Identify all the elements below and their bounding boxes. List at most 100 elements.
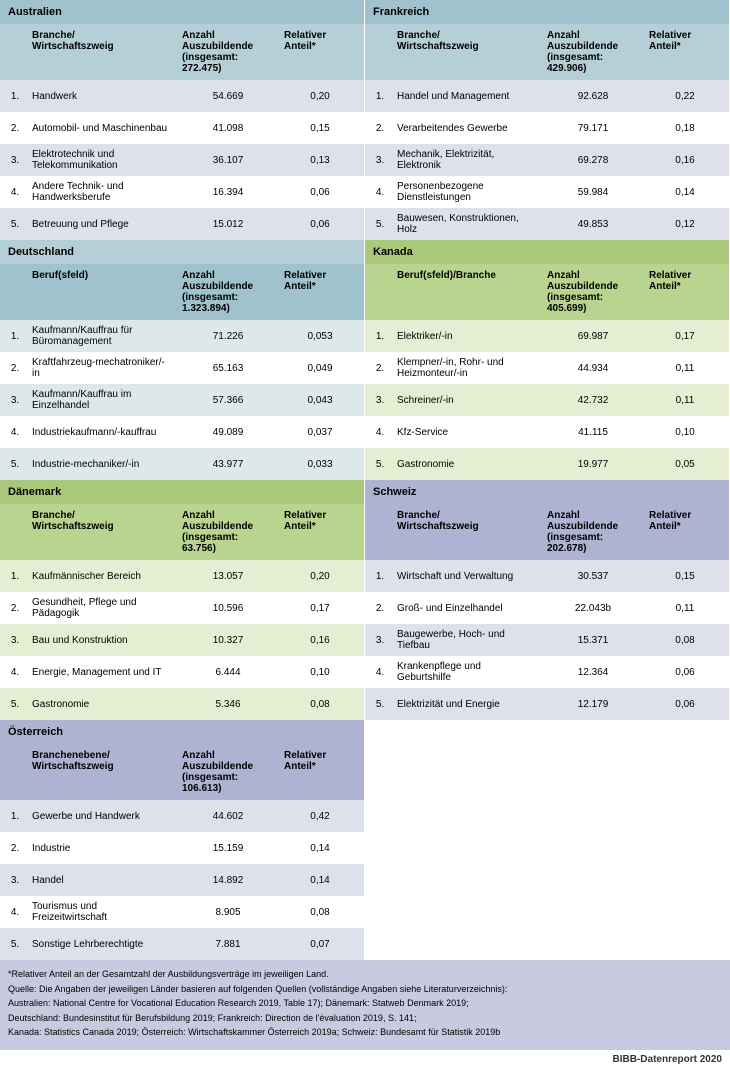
row-share: 0,06: [645, 665, 725, 680]
row-index: 5.: [369, 457, 391, 472]
col3-header: Relativer Anteil*: [280, 508, 360, 534]
row-share: 0,07: [280, 937, 360, 952]
row-label: Energie, Management und IT: [28, 665, 176, 680]
row-value: 12.364: [543, 665, 643, 680]
country-block: SchweizBranche/ WirtschaftszweigAnzahl A…: [365, 480, 730, 720]
col2-header: Anzahl Auszubildende (insgesamt: 202.678…: [543, 508, 643, 556]
row-share: 0,043: [280, 393, 360, 408]
country-name: Kanada: [365, 240, 729, 264]
row-value: 69.987: [543, 329, 643, 344]
col2-header: Anzahl Auszubildende (insgesamt: 1.323.8…: [178, 268, 278, 316]
table-row: 1.Handel und Management92.6280,22: [365, 80, 729, 112]
table-row: 1.Handwerk54.6690,20: [0, 80, 364, 112]
row-value: 13.057: [178, 569, 278, 584]
row-value: 10.596: [178, 601, 278, 616]
row-label: Klempner/-in, Rohr- und Heizmonteur/-in: [393, 355, 541, 381]
table-row: 5.Industrie-mechaniker/-in43.9770,033: [0, 448, 364, 480]
row-label: Mechanik, Elektrizität, Elektronik: [393, 147, 541, 173]
table-row: 4.Personenbezogene Dienstleistungen59.98…: [365, 176, 729, 208]
table-row: 4.Industriekaufmann/-kauffrau49.0890,037: [0, 416, 364, 448]
row-value: 10.327: [178, 633, 278, 648]
row-value: 71.226: [178, 329, 278, 344]
table-container: AustralienBranche/ WirtschaftszweigAnzah…: [0, 0, 730, 1069]
row-share: 0,20: [280, 569, 360, 584]
row-value: 57.366: [178, 393, 278, 408]
row-index: 4.: [369, 665, 391, 680]
row-value: 15.159: [178, 841, 278, 856]
row-index: 4.: [4, 905, 26, 920]
footnotes: *Relativer Anteil an der Gesamtzahl der …: [0, 960, 730, 1049]
row-share: 0,14: [280, 841, 360, 856]
row-index: 1.: [4, 809, 26, 824]
row-label: Gastronomie: [28, 697, 176, 712]
row-index: 3.: [4, 393, 26, 408]
column-headers: Branche/ WirtschaftszweigAnzahl Auszubil…: [365, 504, 729, 560]
row-label: Handel: [28, 873, 176, 888]
row-label: Schreiner/-in: [393, 393, 541, 408]
row-index: 2.: [369, 361, 391, 376]
row-value: 43.977: [178, 457, 278, 472]
row-share: 0,033: [280, 457, 360, 472]
row-index: 2.: [4, 121, 26, 136]
row-share: 0,17: [645, 329, 725, 344]
row-label: Gastronomie: [393, 457, 541, 472]
table-row: 4.Tourismus und Freizeitwirtschaft8.9050…: [0, 896, 364, 928]
row-label: Gewerbe und Handwerk: [28, 809, 176, 824]
table-row: 5.Betreuung und Pflege15.0120,06: [0, 208, 364, 240]
footer-text: BIBB-Datenreport 2020: [613, 1054, 722, 1065]
table-row: 3.Baugewerbe, Hoch- und Tiefbau15.3710,0…: [365, 624, 729, 656]
col1-header: Branchenebene/ Wirtschaftszweig: [28, 748, 176, 774]
row-index: 3.: [4, 873, 26, 888]
row-share: 0,15: [280, 121, 360, 136]
col1-header: Branche/ Wirtschaftszweig: [393, 28, 541, 54]
row-value: 44.602: [178, 809, 278, 824]
row-value: 54.669: [178, 89, 278, 104]
country-name: Dänemark: [0, 480, 364, 504]
row-label: Kfz-Service: [393, 425, 541, 440]
col3-header: Relativer Anteil*: [645, 28, 725, 54]
row-index: 5.: [4, 217, 26, 232]
row-label: Bau und Konstruktion: [28, 633, 176, 648]
row-share: 0,15: [645, 569, 725, 584]
country-block: DeutschlandBeruf(sfeld)Anzahl Auszubilde…: [0, 240, 365, 480]
table-row: 4.Andere Technik- und Handwerksberufe16.…: [0, 176, 364, 208]
row-label: Baugewerbe, Hoch- und Tiefbau: [393, 627, 541, 653]
table-row: 1.Gewerbe und Handwerk44.6020,42: [0, 800, 364, 832]
table-row: 2.Klempner/-in, Rohr- und Heizmonteur/-i…: [365, 352, 729, 384]
footnote-line: *Relativer Anteil an der Gesamtzahl der …: [8, 968, 722, 982]
table-row: 5.Sonstige Lehrberechtigte7.8810,07: [0, 928, 364, 960]
row-share: 0,05: [645, 457, 725, 472]
col3-header: Relativer Anteil*: [280, 748, 360, 774]
row-value: 30.537: [543, 569, 643, 584]
row-value: 22.043b: [543, 601, 643, 616]
table-row: 4.Kfz-Service41.1150,10: [365, 416, 729, 448]
table-row: 3.Elektrotechnik und Telekommunikation36…: [0, 144, 364, 176]
table-row: 3.Mechanik, Elektrizität, Elektronik69.2…: [365, 144, 729, 176]
row-index: 1.: [369, 569, 391, 584]
row-index: 3.: [369, 153, 391, 168]
col2-header: Anzahl Auszubildende (insgesamt: 272.475…: [178, 28, 278, 76]
row-value: 92.628: [543, 89, 643, 104]
row-index: 5.: [4, 697, 26, 712]
row-index: 4.: [4, 185, 26, 200]
row-value: 14.892: [178, 873, 278, 888]
row-label: Automobil- und Maschinenbau: [28, 121, 176, 136]
row-label: Andere Technik- und Handwerksberufe: [28, 179, 176, 205]
country-name: Australien: [0, 0, 364, 24]
footer: BIBB-Datenreport 2020: [0, 1049, 730, 1069]
row-index: 5.: [369, 697, 391, 712]
table-row: 3.Bau und Konstruktion10.3270,16: [0, 624, 364, 656]
row-index: 4.: [369, 425, 391, 440]
row-share: 0,11: [645, 393, 725, 408]
country-name: Frankreich: [365, 0, 729, 24]
row-share: 0,06: [645, 697, 725, 712]
country-block: FrankreichBranche/ WirtschaftszweigAnzah…: [365, 0, 730, 240]
row-value: 19.977: [543, 457, 643, 472]
country-block: AustralienBranche/ WirtschaftszweigAnzah…: [0, 0, 365, 240]
row-value: 44.934: [543, 361, 643, 376]
row-share: 0,16: [645, 153, 725, 168]
row-label: Groß- und Einzelhandel: [393, 601, 541, 616]
row-share: 0,08: [280, 905, 360, 920]
col1-header: Branche/ Wirtschaftszweig: [28, 508, 176, 534]
row-share: 0,11: [645, 601, 725, 616]
